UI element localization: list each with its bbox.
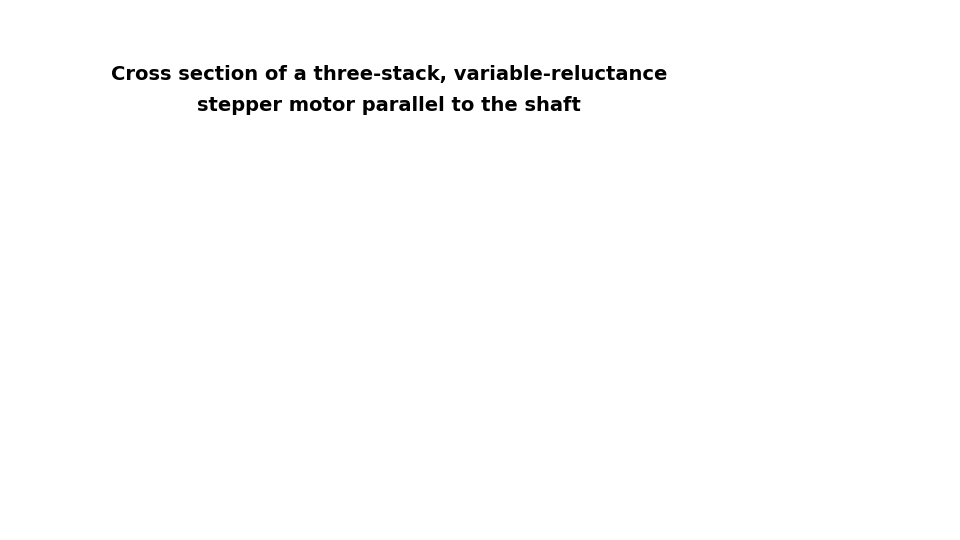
Text: Cross section of a three-stack, variable-reluctance
stepper motor parallel to th: Cross section of a three-stack, variable… — [110, 65, 667, 115]
